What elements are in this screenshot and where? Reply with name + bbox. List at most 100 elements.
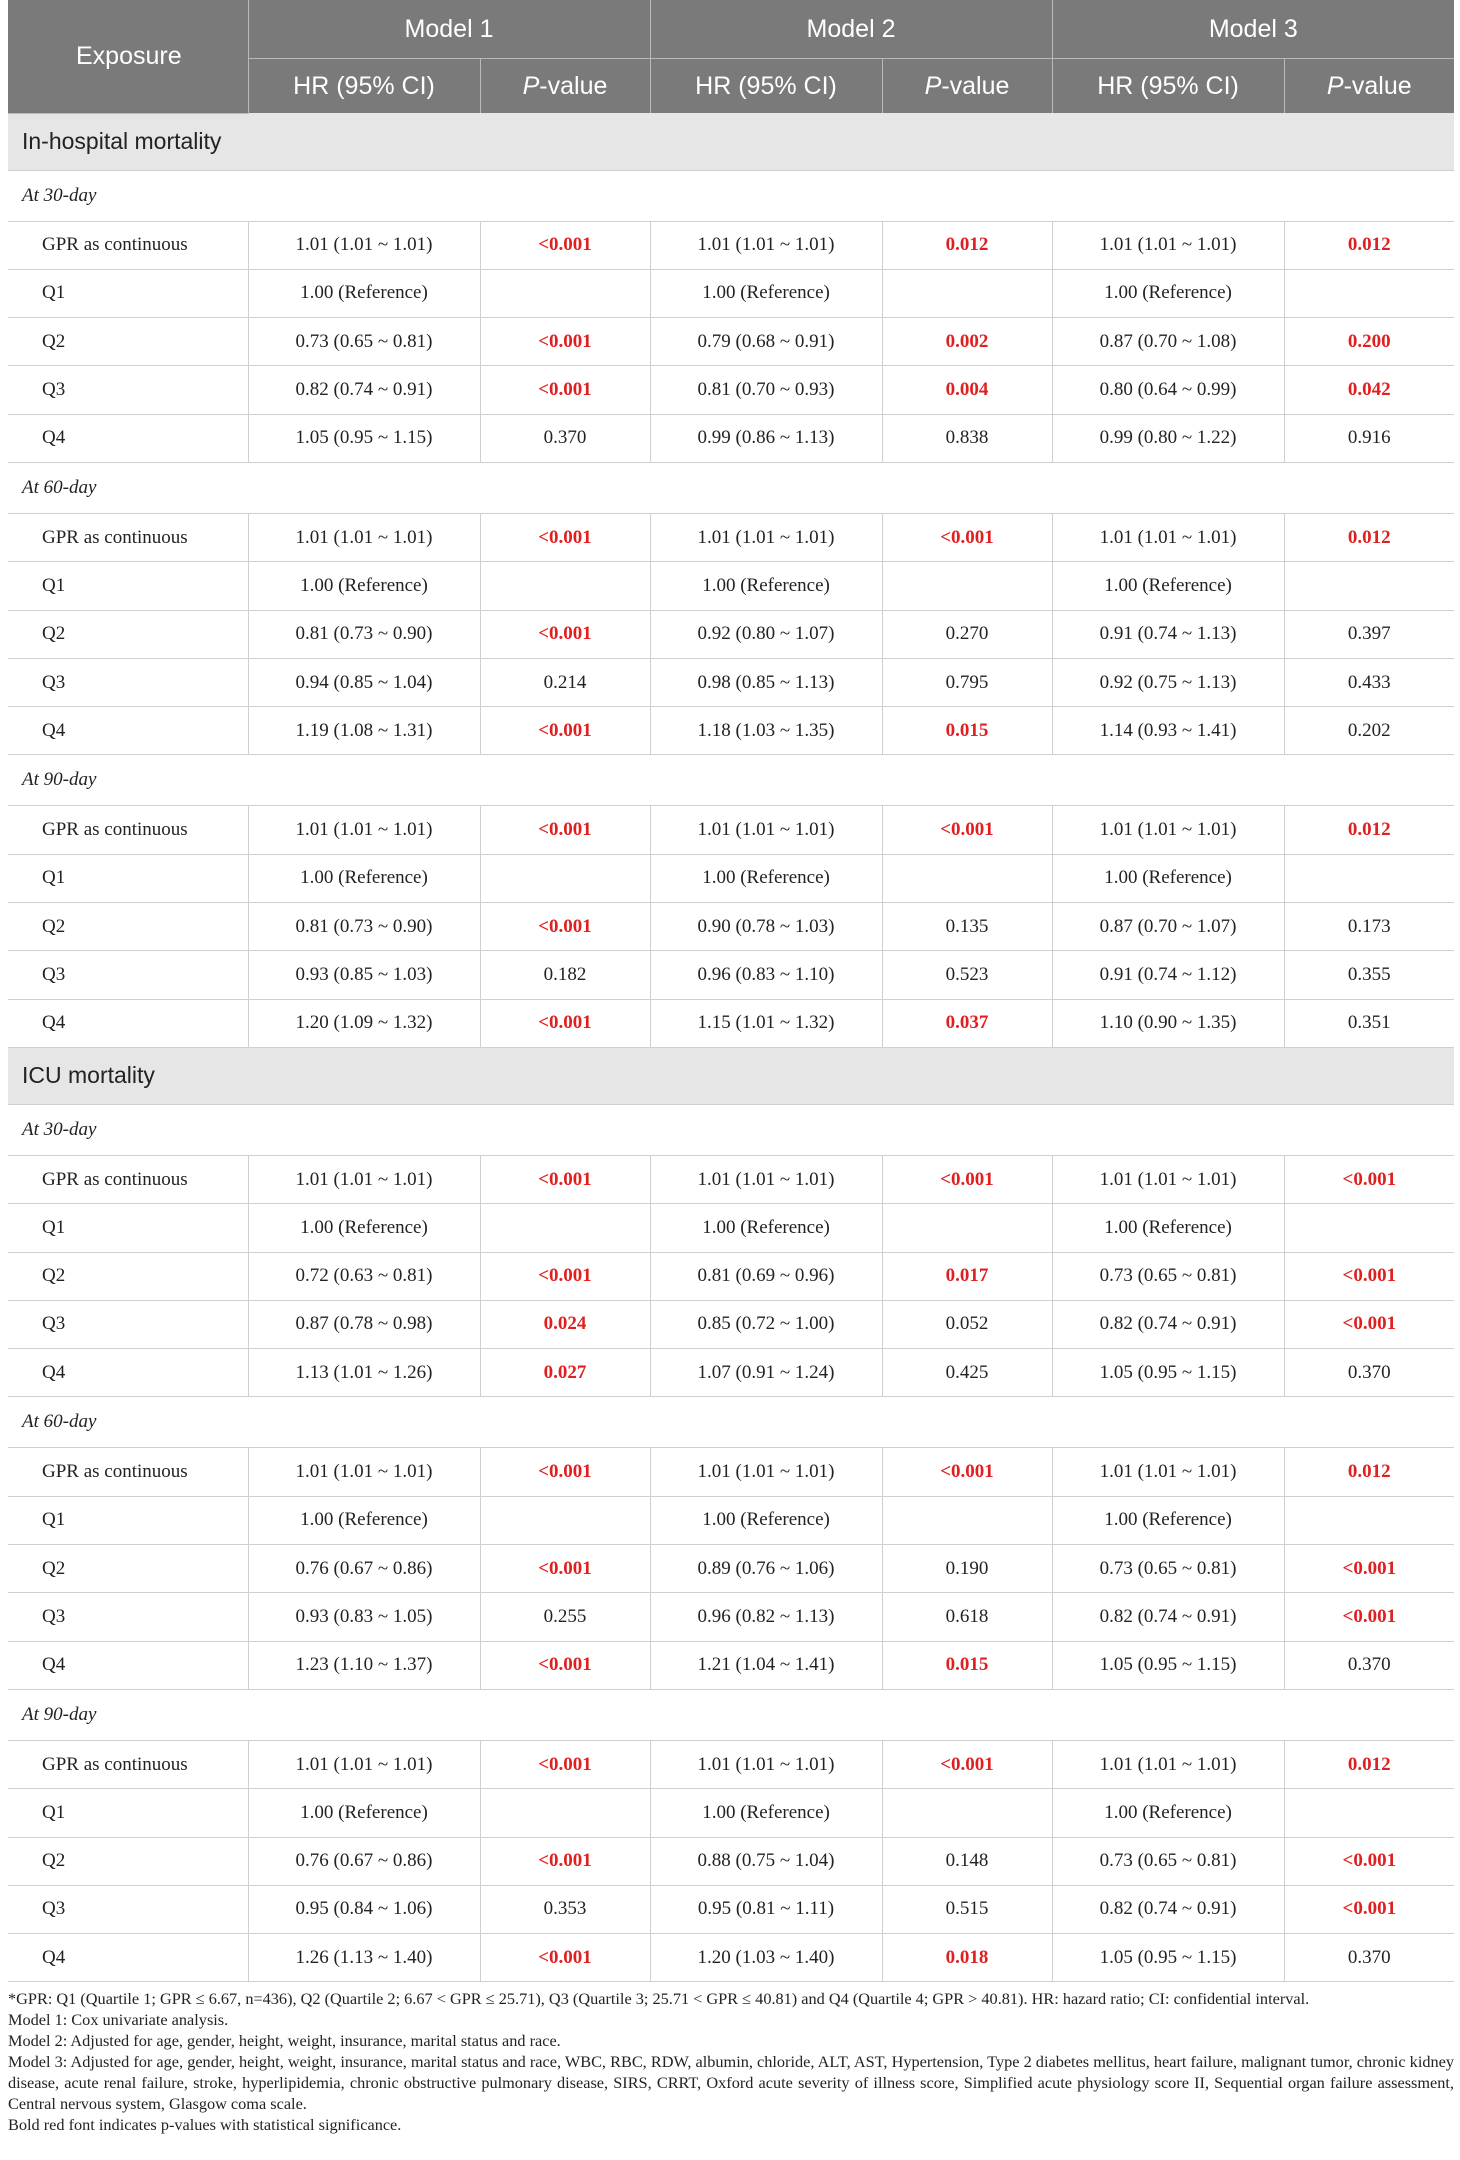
hr-cell: 0.82 (0.74 ~ 0.91) [1051, 1300, 1285, 1350]
hr-cell: 0.79 (0.68 ~ 0.91) [649, 317, 883, 367]
p-value-cell: <0.001 [881, 513, 1053, 563]
hr-cell: 0.98 (0.85 ~ 1.13) [649, 658, 883, 708]
p-value-cell: 0.012 [1283, 1447, 1455, 1497]
hr-cell: 1.05 (0.95 ~ 1.15) [1051, 1933, 1285, 1983]
hr-cell: 0.96 (0.83 ~ 1.10) [649, 950, 883, 1000]
p-value-cell: 0.037 [881, 999, 1053, 1048]
hr-cell: 1.20 (1.09 ~ 1.32) [247, 999, 480, 1048]
table-row: GPR as continuous 1.01 (1.01 ~ 1.01) <0.00… [8, 1740, 1455, 1790]
hr-cell: 0.87 (0.70 ~ 1.07) [1051, 902, 1285, 952]
hr-cell: 1.00 (Reference) [649, 1496, 883, 1546]
hr-cell: 1.00 (Reference) [1051, 854, 1285, 904]
p-value-cell [1283, 1203, 1455, 1253]
hr-cell: 0.80 (0.64 ~ 0.99) [1051, 365, 1285, 415]
p-value-cell: <0.001 [479, 513, 651, 563]
table-row: Q4 1.19 (1.08 ~ 1.31) <0.001 1.18 (1.03 ~ 1… [8, 706, 1455, 756]
exposure-cell: Q3 [8, 1592, 248, 1642]
p-value-cell: 0.515 [881, 1885, 1053, 1935]
p-value-cell: <0.001 [479, 1933, 651, 1983]
p-value-cell: <0.001 [479, 365, 651, 415]
hr-cell: 1.00 (Reference) [247, 1203, 480, 1253]
p-value-cell: 0.135 [881, 902, 1053, 952]
hr-cell: 1.05 (0.95 ~ 1.15) [1051, 1348, 1285, 1398]
hr-cell: 0.96 (0.82 ~ 1.13) [649, 1592, 883, 1642]
hr-cell: 1.01 (1.01 ~ 1.01) [649, 805, 883, 855]
timepoint-label: At 30-day [8, 1104, 1455, 1156]
p-value-cell: 0.012 [1283, 513, 1455, 563]
p-value-cell: 0.182 [479, 950, 651, 1000]
p-value-cell: 0.370 [479, 414, 651, 463]
exposure-cell: Q4 [8, 706, 248, 756]
hr-cell: 0.73 (0.65 ~ 0.81) [1051, 1544, 1285, 1594]
exposure-cell: GPR as continuous [8, 513, 248, 563]
hr-cell: 1.01 (1.01 ~ 1.01) [247, 221, 480, 270]
p-value-cell [479, 1203, 651, 1253]
hr-cell: 0.73 (0.65 ~ 0.81) [1051, 1252, 1285, 1301]
hr-cell: 0.72 (0.63 ~ 0.81) [247, 1252, 480, 1301]
hr-cell: 1.00 (Reference) [1051, 1788, 1285, 1838]
p-value-cell: <0.001 [1283, 1544, 1455, 1594]
hr-cell: 0.93 (0.85 ~ 1.03) [247, 950, 480, 1000]
hr-header: HR (95% CI) [649, 58, 883, 113]
p-value-cell: 0.214 [479, 658, 651, 708]
hr-cell: 1.26 (1.13 ~ 1.40) [247, 1933, 480, 1983]
p-value-cell: 0.353 [479, 1885, 651, 1935]
p-value-cell: 0.042 [1283, 365, 1455, 415]
hr-cell: 1.01 (1.01 ~ 1.01) [1051, 221, 1285, 270]
hr-cell: 1.00 (Reference) [247, 561, 480, 611]
table-row: Q3 0.93 (0.83 ~ 1.05) 0.255 0.96 (0.82 ~ 1.… [8, 1592, 1455, 1642]
exposure-cell: Q2 [8, 1544, 248, 1594]
hr-cell: 1.01 (1.01 ~ 1.01) [247, 1740, 480, 1790]
table-row: Q4 1.26 (1.13 ~ 1.40) <0.001 1.20 (1.03 ~ 1… [8, 1933, 1455, 1983]
hr-cell: 0.82 (0.74 ~ 0.91) [1051, 1592, 1285, 1642]
hr-cell: 0.99 (0.86 ~ 1.13) [649, 414, 883, 463]
p-value-cell: <0.001 [479, 1252, 651, 1301]
hr-cell: 1.18 (1.03 ~ 1.35) [649, 706, 883, 756]
exposure-cell: Q1 [8, 1496, 248, 1546]
footnotes: *GPR: Q1 (Quartile 1; GPR ≤ 6.67, n=436)… [8, 1988, 1454, 2135]
section-title: In-hospital mortality [8, 113, 1455, 171]
exposure-cell: GPR as continuous [8, 805, 248, 855]
hr-cell: 1.01 (1.01 ~ 1.01) [649, 1447, 883, 1497]
hr-cell: 1.01 (1.01 ~ 1.01) [1051, 805, 1285, 855]
timepoint-label: At 60-day [8, 462, 1455, 514]
hr-cell: 1.00 (Reference) [649, 1788, 883, 1838]
table-row: GPR as continuous 1.01 (1.01 ~ 1.01) <0.00… [8, 1155, 1455, 1205]
p-value-cell: 0.052 [881, 1300, 1053, 1350]
exposure-cell: Q4 [8, 999, 248, 1048]
p-value-cell: 0.148 [881, 1837, 1053, 1886]
hr-cell: 1.00 (Reference) [247, 854, 480, 904]
p-value-cell: <0.001 [881, 1447, 1053, 1497]
p-value-cell: 0.255 [479, 1592, 651, 1642]
p-value-cell: 0.017 [881, 1252, 1053, 1301]
p-value-cell [881, 269, 1053, 319]
p-value-cell: 0.370 [1283, 1641, 1455, 1690]
hr-cell: 0.92 (0.75 ~ 1.13) [1051, 658, 1285, 708]
table-row: Q2 0.72 (0.63 ~ 0.81) <0.001 0.81 (0.69 ~ 0… [8, 1252, 1455, 1301]
table-row: Q4 1.13 (1.01 ~ 1.26) 0.027 1.07 (0.91 ~ 1.… [8, 1348, 1455, 1398]
hr-cell: 0.95 (0.81 ~ 1.11) [649, 1885, 883, 1935]
p-value-cell [479, 269, 651, 319]
timepoint-row: At 30-day [8, 170, 1455, 222]
hr-cell: 0.81 (0.70 ~ 0.93) [649, 365, 883, 415]
exposure-cell: Q2 [8, 317, 248, 367]
hr-cell: 1.01 (1.01 ~ 1.01) [649, 221, 883, 270]
hr-cell: 0.81 (0.73 ~ 0.90) [247, 902, 480, 952]
p-value-cell: <0.001 [479, 999, 651, 1048]
table-row: Q3 0.93 (0.85 ~ 1.03) 0.182 0.96 (0.83 ~ 1.… [8, 950, 1455, 1000]
exposure-cell: Q2 [8, 610, 248, 659]
p-value-cell: 0.355 [1283, 950, 1455, 1000]
p-value-cell [881, 561, 1053, 611]
table-row: Q1 1.00 (Reference) 1.00 (Reference) 1.00 (… [8, 1496, 1455, 1546]
footnote: Bold red font indicates p-values with st… [8, 2115, 402, 2135]
p-value-cell: 0.370 [1283, 1933, 1455, 1983]
exposure-cell: Q4 [8, 1641, 248, 1690]
p-value-cell: <0.001 [479, 610, 651, 659]
exposure-cell: Q1 [8, 1788, 248, 1838]
hr-cell: 0.87 (0.70 ~ 1.08) [1051, 317, 1285, 367]
hr-cell: 0.82 (0.74 ~ 0.91) [247, 365, 480, 415]
p-value-cell [1283, 854, 1455, 904]
p-value-cell: 0.190 [881, 1544, 1053, 1594]
p-value-cell: <0.001 [479, 1155, 651, 1205]
hr-cell: 0.81 (0.69 ~ 0.96) [649, 1252, 883, 1301]
